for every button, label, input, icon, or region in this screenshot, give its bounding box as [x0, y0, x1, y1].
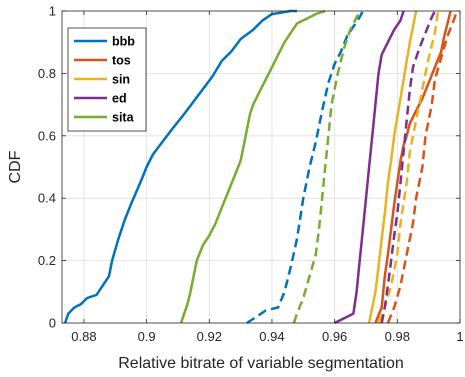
legend-label-ed: ed — [112, 92, 127, 106]
x-tick-label: 0.88 — [71, 329, 96, 344]
axis-ticks: 0.88 0.9 0.92 0.94 0.96 0.98 1 0 0.2 0.4 0.6 0.8 1 — [38, 4, 464, 345]
series-line-sita-dashed — [292, 10, 361, 324]
legend-label-sin: sin — [112, 73, 130, 87]
y-axis-label: CDF — [7, 150, 24, 183]
x-tick-label: 0.94 — [259, 329, 284, 344]
series-lines — [63, 9, 459, 325]
x-tick-label: 0.96 — [322, 329, 347, 344]
series-line-bbb-dashed — [246, 10, 365, 325]
y-tick-label: 0.8 — [38, 66, 56, 81]
y-tick-label: 0.2 — [38, 253, 56, 268]
series-line-tos-dashed — [386, 10, 459, 324]
legend-label-bbb: bbb — [112, 35, 135, 49]
x-tick-label: 0.98 — [385, 329, 410, 344]
legend-label-sita: sita — [112, 111, 135, 125]
series-line-sin — [367, 10, 418, 324]
series-line-ed-dashed — [380, 10, 437, 324]
x-tick-label: 0.92 — [197, 329, 222, 344]
plot-frame — [61, 10, 461, 324]
x-tick-label: 1 — [456, 329, 463, 344]
x-axis-label: Relative bitrate of variable segmentatio… — [118, 355, 404, 372]
y-tick-label: 0.6 — [38, 128, 56, 143]
y-tick-label: 0 — [49, 316, 56, 331]
series-line-sin-dashed — [377, 10, 440, 324]
legend-label-tos: tos — [112, 54, 131, 68]
series-line-tos — [374, 10, 452, 324]
y-tick-label: 1 — [49, 4, 56, 19]
series-line-ed — [334, 10, 405, 325]
series-line-sita — [179, 9, 326, 324]
series-line-bbb — [63, 9, 297, 324]
x-tick-label: 0.9 — [138, 329, 156, 344]
y-tick-label: 0.4 — [38, 191, 56, 206]
legend: bbb tos sin ed sita — [67, 27, 147, 132]
